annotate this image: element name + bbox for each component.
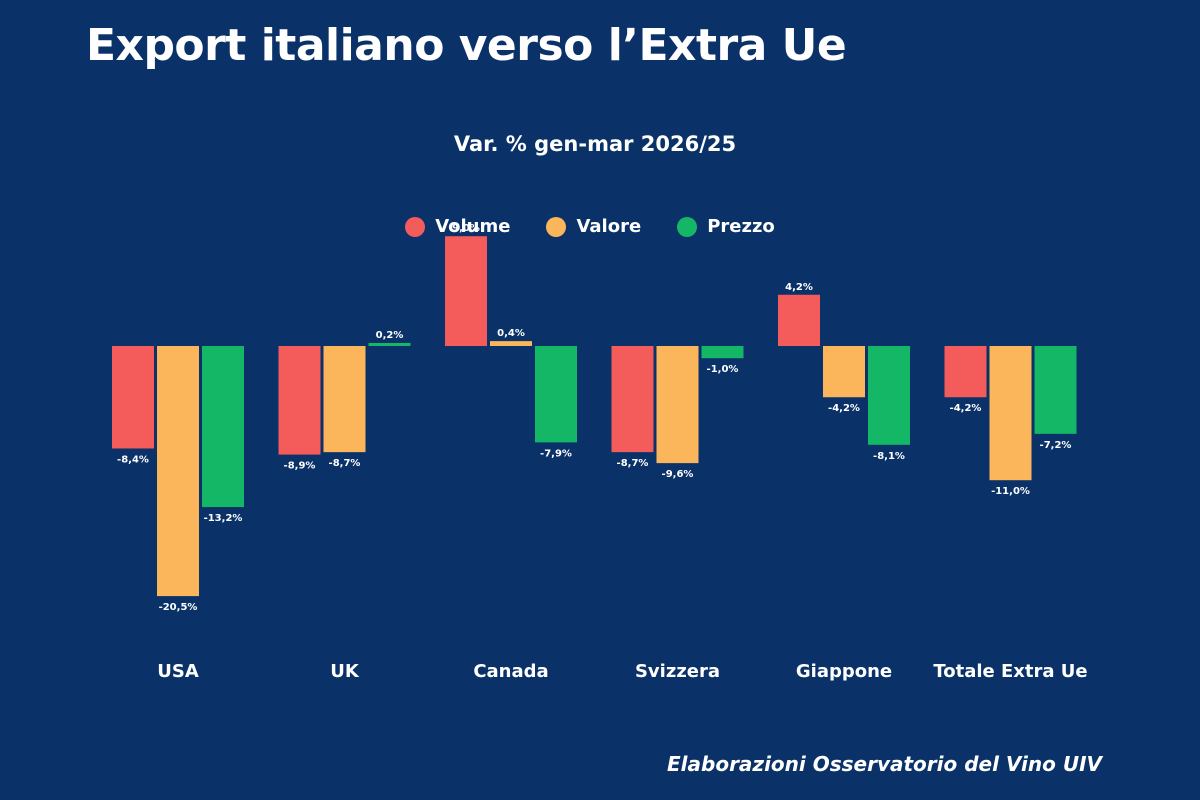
data-label-svizzera-valore: -9,6% <box>662 469 694 480</box>
data-label-totale-extra-ue-prezzo: -7,2% <box>1040 440 1072 451</box>
category-label-usa: USA <box>157 661 199 682</box>
bar-usa-prezzo <box>202 346 244 508</box>
bar-svizzera-volume <box>611 346 654 453</box>
bar-totale-extra-ue-volume <box>944 346 987 398</box>
category-label-giappone: Giappone <box>796 661 892 682</box>
data-label-usa-valore: -20,5% <box>159 602 198 613</box>
bar-canada-volume <box>445 236 487 346</box>
legend-item-volume: Volume <box>405 216 510 237</box>
data-label-svizzera-prezzo: -1,0% <box>707 364 739 375</box>
category-label-svizzera: Svizzera <box>635 661 720 682</box>
data-label-uk-prezzo: 0,2% <box>376 330 404 341</box>
legend-label-volume: Volume <box>435 216 511 237</box>
legend-swatch-valore <box>546 216 567 237</box>
bar-uk-prezzo <box>368 343 411 346</box>
source-credit: Elaborazioni Osservatorio del Vino UIV <box>667 752 1102 776</box>
data-label-usa-volume: -8,4% <box>117 454 149 465</box>
bar-uk-volume <box>278 346 321 455</box>
bar-canada-prezzo <box>535 346 577 443</box>
bar-totale-extra-ue-prezzo <box>1034 346 1077 434</box>
category-label-uk: UK <box>330 661 360 682</box>
data-label-canada-valore: 0,4% <box>497 328 525 339</box>
category-label-canada: Canada <box>473 661 548 682</box>
bar-giappone-volume <box>778 294 820 346</box>
bar-uk-valore <box>323 346 366 453</box>
bar-usa-valore <box>157 346 199 597</box>
data-label-uk-valore: -8,7% <box>329 458 361 469</box>
page-title: Export italiano verso l’Extra Ue <box>86 20 847 71</box>
data-label-totale-extra-ue-valore: -11,0% <box>991 486 1030 497</box>
bar-giappone-prezzo <box>868 346 910 445</box>
data-label-giappone-prezzo: -8,1% <box>873 451 905 462</box>
legend-swatch-prezzo <box>677 216 698 237</box>
bar-totale-extra-ue-valore <box>989 346 1032 481</box>
legend-item-prezzo: Prezzo <box>677 216 775 237</box>
bar-usa-volume <box>112 346 154 449</box>
category-label-totale-extra-ue: Totale Extra Ue <box>933 661 1087 682</box>
bar-svizzera-valore <box>656 346 699 464</box>
data-label-svizzera-volume: -8,7% <box>617 458 649 469</box>
data-label-canada-volume: 9,0% <box>452 223 480 234</box>
data-label-canada-prezzo: -7,9% <box>540 448 572 459</box>
legend-swatch-volume <box>405 216 426 237</box>
legend-label-prezzo: Prezzo <box>707 216 775 237</box>
data-label-giappone-valore: -4,2% <box>828 403 860 414</box>
bar-canada-valore <box>490 341 532 346</box>
chart-legend: Volume Valore Prezzo <box>0 216 1180 237</box>
legend-label-valore: Valore <box>576 216 642 237</box>
bar-svizzera-prezzo <box>701 346 744 359</box>
legend-item-valore: Valore <box>546 216 641 237</box>
bar-giappone-valore <box>823 346 865 398</box>
data-label-totale-extra-ue-volume: -4,2% <box>950 403 982 414</box>
data-label-giappone-volume: 4,2% <box>785 282 813 293</box>
chart-subtitle: Var. % gen-mar 2026/25 <box>453 132 737 156</box>
data-label-usa-prezzo: -13,2% <box>204 513 243 524</box>
data-label-uk-volume: -8,9% <box>284 461 316 472</box>
